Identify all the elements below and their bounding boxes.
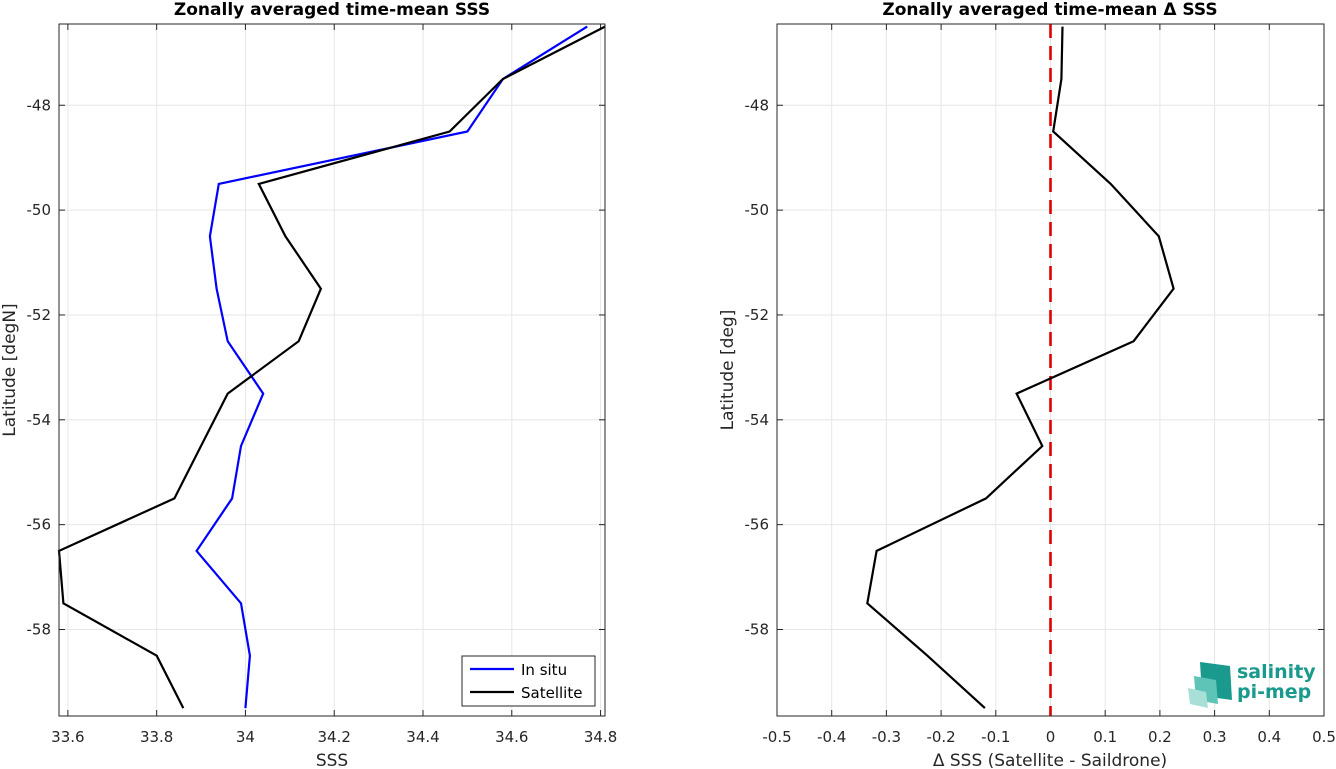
left-title: Zonally averaged time-mean SSS bbox=[174, 0, 490, 20]
legend-label-satellite: Satellite bbox=[521, 684, 582, 702]
y-tick-label: -58 bbox=[745, 621, 770, 639]
x-tick-label: 34.4 bbox=[406, 728, 439, 746]
y-tick-label: -54 bbox=[745, 411, 770, 429]
x-tick-label: -0.2 bbox=[926, 728, 955, 746]
x-tick-label: 34.2 bbox=[318, 728, 351, 746]
x-tick-label: 0.2 bbox=[1148, 728, 1172, 746]
x-tick-label: -0.3 bbox=[872, 728, 901, 746]
x-tick-label: -0.1 bbox=[981, 728, 1010, 746]
left-series bbox=[57, 25, 606, 709]
x-tick-label: 0.5 bbox=[1312, 728, 1336, 746]
x-tick-label: 33.6 bbox=[51, 728, 84, 746]
right-panel: -0.5 -0.4 -0.3 -0.2 -0.1 0 0.1 0.2 0.3 0.4 0.5 -58 -… bbox=[718, 0, 1336, 769]
left-y-axis-label: Latitude [degN] bbox=[0, 303, 20, 436]
right-axes-box bbox=[776, 23, 1325, 717]
series-line-in-situ bbox=[195, 25, 588, 709]
y-tick-label: -50 bbox=[27, 201, 52, 219]
x-tick-label: 33.8 bbox=[140, 728, 173, 746]
right-y-axis-label: Latitude [deg] bbox=[718, 310, 738, 431]
x-tick-label: 0 bbox=[1046, 728, 1056, 746]
y-tick-label: -56 bbox=[27, 516, 52, 534]
series-line-delta-sss bbox=[866, 26, 1175, 709]
x-tick-label: 34 bbox=[236, 728, 255, 746]
logo-mark-icon bbox=[1188, 662, 1232, 708]
series-line-satellite bbox=[57, 25, 606, 709]
right-title: Zonally averaged time-mean Δ SSS bbox=[882, 0, 1217, 20]
right-series bbox=[866, 26, 1175, 709]
right-ticks: -0.5 -0.4 -0.3 -0.2 -0.1 0 0.1 0.2 0.3 0.4 0.5 -58 -… bbox=[745, 24, 1336, 746]
legend-label-in-situ: In situ bbox=[521, 661, 567, 679]
y-tick-label: -58 bbox=[27, 621, 52, 639]
y-tick-label: -48 bbox=[27, 96, 52, 114]
logo-text-pi-mep: pi-mep bbox=[1237, 681, 1311, 703]
x-tick-label: 0.4 bbox=[1257, 728, 1281, 746]
y-tick-label: -48 bbox=[745, 96, 770, 114]
left-x-axis-label: SSS bbox=[316, 751, 348, 769]
legend-box bbox=[461, 655, 596, 707]
x-tick-label: -0.4 bbox=[817, 728, 846, 746]
y-tick-label: -52 bbox=[27, 306, 52, 324]
y-tick-label: -54 bbox=[27, 411, 52, 429]
left-plot-area bbox=[59, 24, 605, 716]
left-grid bbox=[59, 24, 605, 716]
left-panel: 33.6 33.8 34 34.2 34.4 34.6 34.8 -58 -56 -54 -52 -5… bbox=[0, 0, 617, 769]
x-tick-label: 34.6 bbox=[495, 728, 528, 746]
left-ticks: 33.6 33.8 34 34.2 34.4 34.6 34.8 -58 -56 -54 -52 -5… bbox=[27, 24, 617, 746]
right-x-axis-label: Δ SSS (Satellite - Saildrone) bbox=[933, 751, 1167, 769]
logo-text-salinity: salinity bbox=[1237, 661, 1316, 683]
x-tick-label: 34.8 bbox=[584, 728, 617, 746]
x-tick-label: -0.5 bbox=[762, 728, 791, 746]
y-tick-label: -50 bbox=[745, 201, 770, 219]
salinity-pi-mep-logo: salinity pi-mep bbox=[1188, 661, 1316, 708]
legend: In situ Satellite bbox=[461, 655, 596, 707]
y-tick-label: -52 bbox=[745, 306, 770, 324]
x-tick-label: 0.3 bbox=[1203, 728, 1227, 746]
y-tick-label: -56 bbox=[745, 516, 770, 534]
left-axes-box bbox=[58, 23, 606, 717]
x-tick-label: 0.1 bbox=[1093, 728, 1117, 746]
